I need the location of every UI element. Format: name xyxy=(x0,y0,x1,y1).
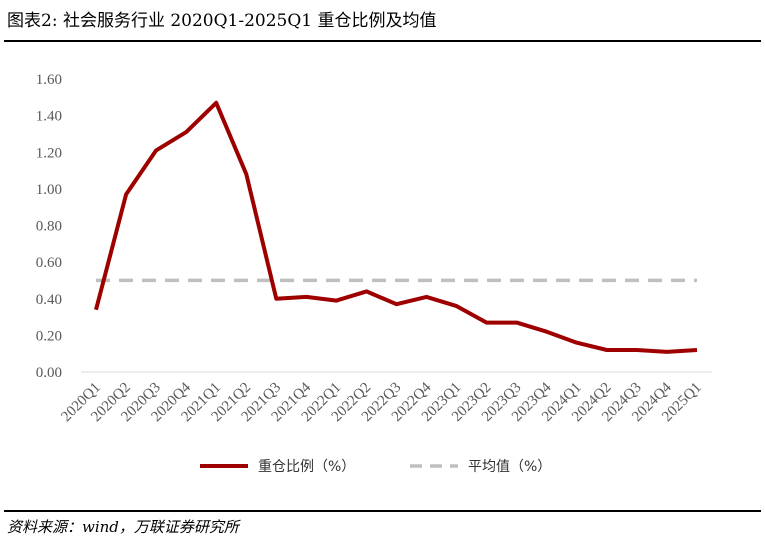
legend-label: 平均值（%） xyxy=(468,459,551,475)
source-rule xyxy=(4,510,761,512)
y-tick-label: 0.20 xyxy=(36,328,62,344)
y-tick-label: 0.80 xyxy=(36,219,62,235)
y-tick-label: 1.20 xyxy=(36,145,62,161)
y-axis: 0.00 0.20 0.40 0.60 0.80 1.00 1.20 1.40 1.60 xyxy=(36,72,62,381)
series-layer xyxy=(94,100,698,354)
y-tick-label: 1.00 xyxy=(36,182,62,198)
x-axis: 2020Q12020Q22020Q32020Q42021Q12021Q22021… xyxy=(58,379,704,425)
source-note: 资料来源：wind，万联证券研究所 xyxy=(7,518,239,536)
legend: 重仓比例（%） 平均值（%） xyxy=(200,459,551,475)
y-tick-label: 0.40 xyxy=(36,292,62,308)
line-chart: 0.00 0.20 0.40 0.60 0.80 1.00 1.20 1.40 1.60 202… xyxy=(36,72,712,475)
y-tick-label: 1.60 xyxy=(36,72,62,88)
chart-title: 图表2: 社会服务行业 2020Q1-2025Q1 重仓比例及均值 xyxy=(7,11,437,31)
y-tick-label: 1.40 xyxy=(36,109,62,125)
legend-label: 重仓比例（%） xyxy=(258,459,355,475)
y-tick-label: 0.60 xyxy=(36,255,62,271)
holding-ratio-series-line xyxy=(94,100,698,354)
y-tick-label: 0.00 xyxy=(36,365,62,381)
title-rule xyxy=(4,40,761,42)
